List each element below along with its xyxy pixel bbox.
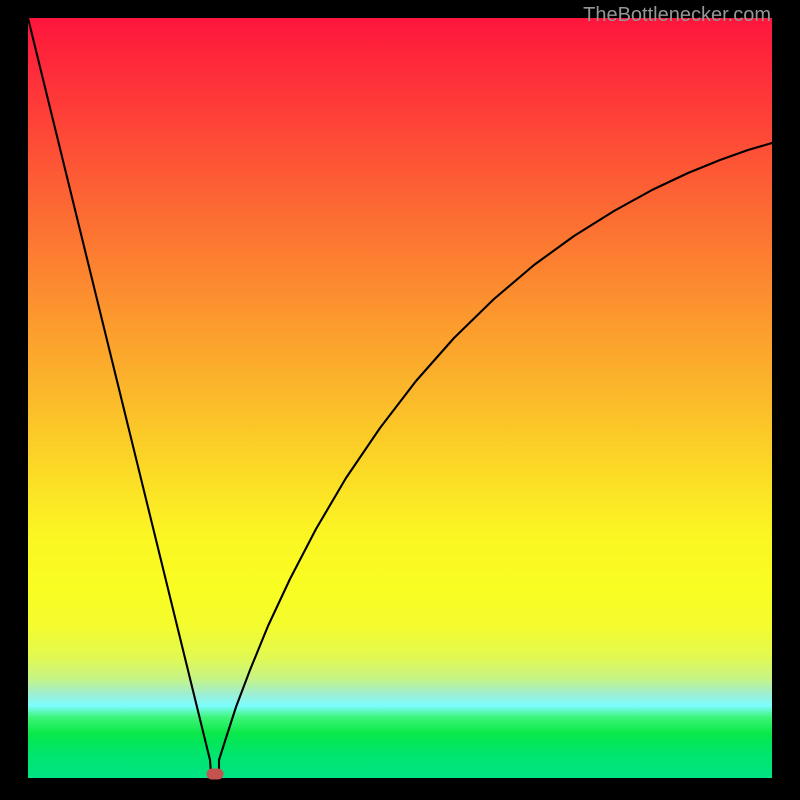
watermark-text: TheBottlenecker.com <box>583 4 771 27</box>
gradient-background <box>28 18 772 778</box>
optimum-marker <box>207 769 224 780</box>
figure-container: TheBottlenecker.com <box>0 0 800 800</box>
plot-svg <box>0 0 800 800</box>
